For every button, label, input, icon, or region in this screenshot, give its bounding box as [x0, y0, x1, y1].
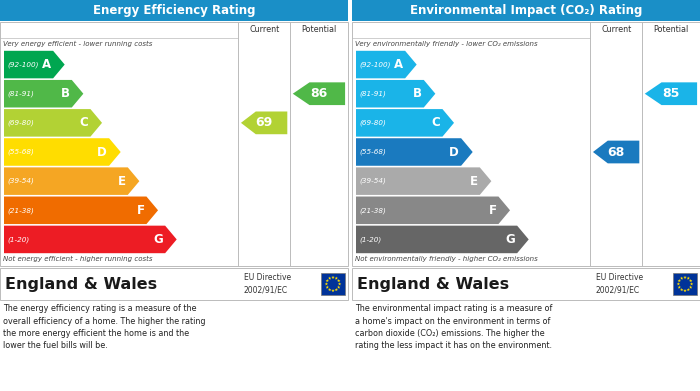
Polygon shape: [4, 197, 158, 224]
Polygon shape: [356, 167, 491, 195]
Bar: [321, 273, 345, 295]
Text: England & Wales: England & Wales: [357, 276, 509, 292]
Text: (1-20): (1-20): [359, 236, 382, 243]
Polygon shape: [593, 141, 639, 163]
Polygon shape: [687, 288, 690, 291]
Polygon shape: [293, 83, 345, 105]
Text: A: A: [394, 58, 403, 71]
Bar: [0, 22, 348, 266]
Polygon shape: [687, 276, 690, 280]
Text: (21-38): (21-38): [7, 207, 34, 213]
Text: 68: 68: [608, 145, 625, 158]
Text: Not environmentally friendly - higher CO₂ emissions: Not environmentally friendly - higher CO…: [355, 256, 538, 262]
Polygon shape: [683, 276, 687, 279]
Polygon shape: [326, 285, 329, 289]
Bar: [0, 268, 348, 300]
Text: 86: 86: [310, 87, 328, 100]
Text: F: F: [489, 204, 496, 217]
Polygon shape: [338, 282, 342, 285]
Text: E: E: [118, 175, 126, 188]
Polygon shape: [356, 197, 510, 224]
Text: EU Directive
2002/91/EC: EU Directive 2002/91/EC: [244, 273, 290, 295]
Polygon shape: [328, 276, 331, 280]
Bar: [673, 273, 697, 295]
Polygon shape: [326, 279, 329, 282]
Polygon shape: [645, 83, 697, 105]
Text: England & Wales: England & Wales: [5, 276, 157, 292]
Text: Not energy efficient - higher running costs: Not energy efficient - higher running co…: [3, 256, 153, 262]
Polygon shape: [325, 282, 328, 285]
Polygon shape: [328, 288, 331, 291]
Polygon shape: [678, 285, 681, 289]
Text: Current: Current: [249, 25, 279, 34]
Text: Very environmentally friendly - lower CO₂ emissions: Very environmentally friendly - lower CO…: [355, 41, 538, 47]
Text: (69-80): (69-80): [359, 120, 386, 126]
Polygon shape: [4, 51, 64, 78]
Text: Potential: Potential: [301, 25, 337, 34]
Text: The energy efficiency rating is a measure of the
overall efficiency of a home. T: The energy efficiency rating is a measur…: [3, 304, 206, 350]
Polygon shape: [356, 51, 416, 78]
Text: G: G: [153, 233, 163, 246]
Polygon shape: [337, 285, 340, 289]
Bar: [352, 0, 700, 21]
Polygon shape: [690, 282, 693, 285]
Polygon shape: [680, 288, 683, 291]
Text: EU Directive
2002/91/EC: EU Directive 2002/91/EC: [596, 273, 643, 295]
Text: A: A: [42, 58, 51, 71]
Text: 69: 69: [256, 117, 273, 129]
Text: B: B: [61, 87, 70, 100]
Text: (55-68): (55-68): [7, 149, 34, 155]
Polygon shape: [4, 80, 83, 108]
Text: D: D: [449, 145, 459, 158]
Text: C: C: [432, 117, 440, 129]
Polygon shape: [4, 109, 102, 136]
Polygon shape: [356, 109, 454, 136]
Text: Environmental Impact (CO₂) Rating: Environmental Impact (CO₂) Rating: [410, 4, 642, 17]
Text: (92-100): (92-100): [7, 61, 38, 68]
Polygon shape: [331, 289, 335, 292]
Polygon shape: [677, 282, 680, 285]
Text: (39-54): (39-54): [359, 178, 386, 185]
Polygon shape: [335, 276, 338, 280]
Text: (69-80): (69-80): [7, 120, 34, 126]
Text: F: F: [136, 204, 144, 217]
Polygon shape: [4, 167, 139, 195]
Bar: [0, 0, 348, 21]
Text: B: B: [413, 87, 422, 100]
Polygon shape: [331, 276, 335, 279]
Text: (55-68): (55-68): [359, 149, 386, 155]
Text: G: G: [505, 233, 515, 246]
Text: (92-100): (92-100): [359, 61, 391, 68]
Text: C: C: [80, 117, 88, 129]
Polygon shape: [335, 288, 338, 291]
Polygon shape: [356, 80, 435, 108]
Text: (39-54): (39-54): [7, 178, 34, 185]
Polygon shape: [4, 138, 120, 166]
Text: Energy Efficiency Rating: Energy Efficiency Rating: [92, 4, 256, 17]
Polygon shape: [689, 285, 692, 289]
Polygon shape: [4, 226, 176, 253]
Bar: [352, 22, 700, 266]
Text: D: D: [97, 145, 107, 158]
Polygon shape: [689, 279, 692, 282]
Polygon shape: [241, 111, 287, 134]
Text: (1-20): (1-20): [7, 236, 29, 243]
Text: E: E: [470, 175, 478, 188]
Polygon shape: [678, 279, 681, 282]
Text: (81-91): (81-91): [7, 90, 34, 97]
Text: Very energy efficient - lower running costs: Very energy efficient - lower running co…: [3, 41, 153, 47]
Text: 85: 85: [662, 87, 680, 100]
Text: Potential: Potential: [653, 25, 689, 34]
Text: (21-38): (21-38): [359, 207, 386, 213]
Text: The environmental impact rating is a measure of
a home's impact on the environme: The environmental impact rating is a mea…: [355, 304, 552, 350]
Bar: [352, 268, 700, 300]
Text: (81-91): (81-91): [359, 90, 386, 97]
Polygon shape: [356, 226, 528, 253]
Polygon shape: [683, 289, 687, 292]
Polygon shape: [337, 279, 340, 282]
Polygon shape: [680, 276, 683, 280]
Text: Current: Current: [601, 25, 631, 34]
Polygon shape: [356, 138, 473, 166]
